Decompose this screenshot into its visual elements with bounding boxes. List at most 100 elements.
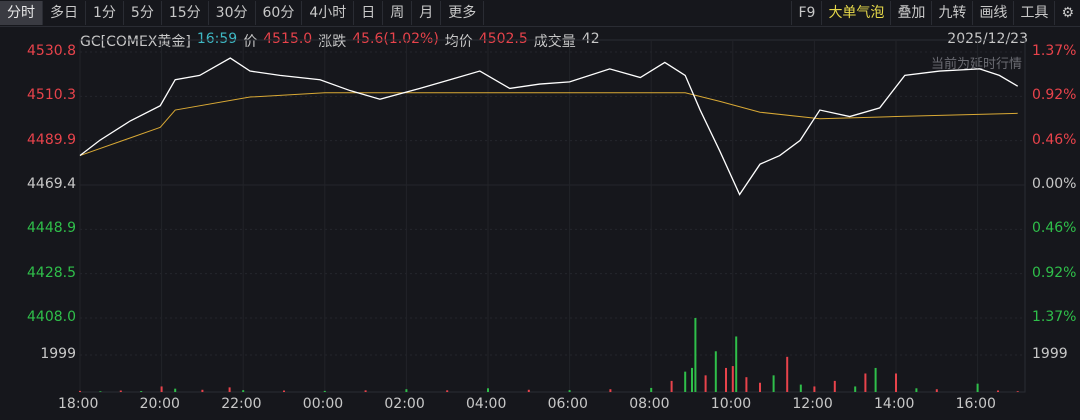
volume-bar xyxy=(772,375,775,392)
y-tick-right: 1.37% xyxy=(1032,309,1077,325)
chart-date: 2025/12/23 xyxy=(947,31,1028,47)
tab-3[interactable]: 5分 xyxy=(124,1,162,25)
volume-bar xyxy=(650,387,653,392)
volume-bar xyxy=(691,367,693,392)
volume-bar xyxy=(140,391,143,392)
volume-bar xyxy=(725,367,727,392)
volume-bar xyxy=(997,390,999,392)
y-tick-right: 0.92% xyxy=(1032,87,1077,104)
volume-tick-left: 1999 xyxy=(40,346,76,362)
volume-bar xyxy=(833,380,836,392)
tab-5[interactable]: 30分 xyxy=(209,1,256,25)
tool-button-2[interactable]: 叠加 xyxy=(890,1,931,25)
volume-bar xyxy=(79,390,81,392)
tab-8[interactable]: 日 xyxy=(354,1,384,25)
y-tick-left: 4408.0 xyxy=(27,309,76,325)
x-tick: 20:00 xyxy=(139,396,180,412)
volume-bar xyxy=(799,384,802,392)
volume-label: 成交量 xyxy=(533,34,576,50)
tab-11[interactable]: 更多 xyxy=(441,1,485,25)
volume-bar xyxy=(119,390,122,392)
volume-bar xyxy=(228,387,231,392)
volume-bar xyxy=(874,367,877,392)
x-tick: 04:00 xyxy=(466,396,507,412)
x-tick: 00:00 xyxy=(302,396,344,412)
volume-bar xyxy=(568,390,571,392)
price-label: 价 xyxy=(243,34,258,50)
x-tick: 08:00 xyxy=(629,396,670,412)
y-tick-right: 0.46% xyxy=(1032,131,1077,148)
tab-9[interactable]: 周 xyxy=(383,1,413,25)
x-tick: 06:00 xyxy=(547,396,588,412)
volume-bar xyxy=(915,388,918,392)
volume-bar xyxy=(283,390,285,392)
volume-bar xyxy=(813,386,816,392)
volume-bar xyxy=(935,389,938,392)
tab-2[interactable]: 1分 xyxy=(86,1,124,25)
x-tick: 22:00 xyxy=(221,396,262,412)
y-tick-left: 4530.8 xyxy=(27,43,76,59)
tab-1[interactable]: 多日 xyxy=(43,1,86,25)
y-tick-right: 0.92% xyxy=(1032,264,1077,281)
period-toolbar: 分时 多日 1分 5分 15分 30分 60分 4小时日周月更多 F9 大单气泡 叠加 九转 画线 工具 ⚙ xyxy=(0,0,1080,27)
volume-bar xyxy=(99,391,102,392)
volume-bar xyxy=(714,351,717,392)
volume-bar xyxy=(201,389,204,392)
volume-bar xyxy=(160,386,163,392)
x-tick: 12:00 xyxy=(792,396,833,412)
volume-bar xyxy=(786,356,789,392)
quote-info: GC[COMEX黄金] 16:59 价 4515.0 涨跌 45.6(1.02%… xyxy=(80,31,600,51)
gear-icon[interactable]: ⚙ xyxy=(1054,1,1080,25)
y-tick-right: 0.46% xyxy=(1032,220,1077,237)
y-tick-right: 0.00% xyxy=(1032,176,1077,192)
x-tick: 02:00 xyxy=(384,396,425,412)
volume-bar xyxy=(405,389,408,392)
tab-0[interactable]: 分时 xyxy=(0,1,43,25)
volume-bar xyxy=(976,383,979,392)
avg-price-line xyxy=(79,92,1018,157)
volume-bar xyxy=(446,390,449,392)
x-tick: 10:00 xyxy=(710,396,752,412)
volume-bar xyxy=(609,389,612,392)
volume-bar xyxy=(364,390,367,392)
volume-bar xyxy=(759,382,761,392)
tool-button-3[interactable]: 九转 xyxy=(931,1,972,25)
y-tick-left: 4428.5 xyxy=(27,264,76,281)
volume-bar xyxy=(684,371,687,392)
price-value: 4515.0 xyxy=(263,31,313,47)
volume-bar xyxy=(1016,391,1019,392)
symbol: GC[COMEX黄金] xyxy=(80,34,191,50)
tool-button-0[interactable]: F9 xyxy=(791,1,821,25)
volume-bar xyxy=(487,388,489,392)
volume-bar xyxy=(323,390,326,392)
y-tick-left: 4469.4 xyxy=(27,176,76,192)
volume-bar xyxy=(527,389,530,392)
x-tick: 16:00 xyxy=(955,396,996,412)
volume-bar xyxy=(864,373,867,392)
tab-6[interactable]: 60分 xyxy=(256,1,303,25)
tool-button-1[interactable]: 大单气泡 xyxy=(821,1,890,25)
tool-button-4[interactable]: 画线 xyxy=(972,1,1013,25)
x-tick: 18:00 xyxy=(58,396,99,412)
volume-bar xyxy=(731,366,734,392)
volume-bar xyxy=(242,390,245,392)
volume-tick-right: 1999 xyxy=(1032,346,1068,362)
tab-10[interactable]: 月 xyxy=(412,1,442,25)
tab-7[interactable]: 4小时 xyxy=(302,1,355,25)
tool-button-5[interactable]: 工具 xyxy=(1013,1,1054,25)
quote-time: 16:59 xyxy=(196,31,238,47)
volume-bar xyxy=(704,375,707,392)
tool-group: F9 大单气泡 叠加 九转 画线 工具 ⚙ xyxy=(791,1,1080,25)
volume-bar xyxy=(735,336,738,392)
volume-bar xyxy=(174,388,177,392)
volume-bar xyxy=(745,377,748,392)
avg-label: 均价 xyxy=(444,34,473,50)
change-value: 45.6(1.02%) xyxy=(352,31,439,47)
volume-bar xyxy=(854,386,857,392)
tab-4[interactable]: 15分 xyxy=(162,1,209,25)
delay-notice: 当前为延时行情 xyxy=(930,57,1022,72)
avg-value: 4502.5 xyxy=(478,31,528,47)
y-tick-right: 1.37% xyxy=(1032,43,1077,59)
volume-value: 42 xyxy=(581,31,600,47)
